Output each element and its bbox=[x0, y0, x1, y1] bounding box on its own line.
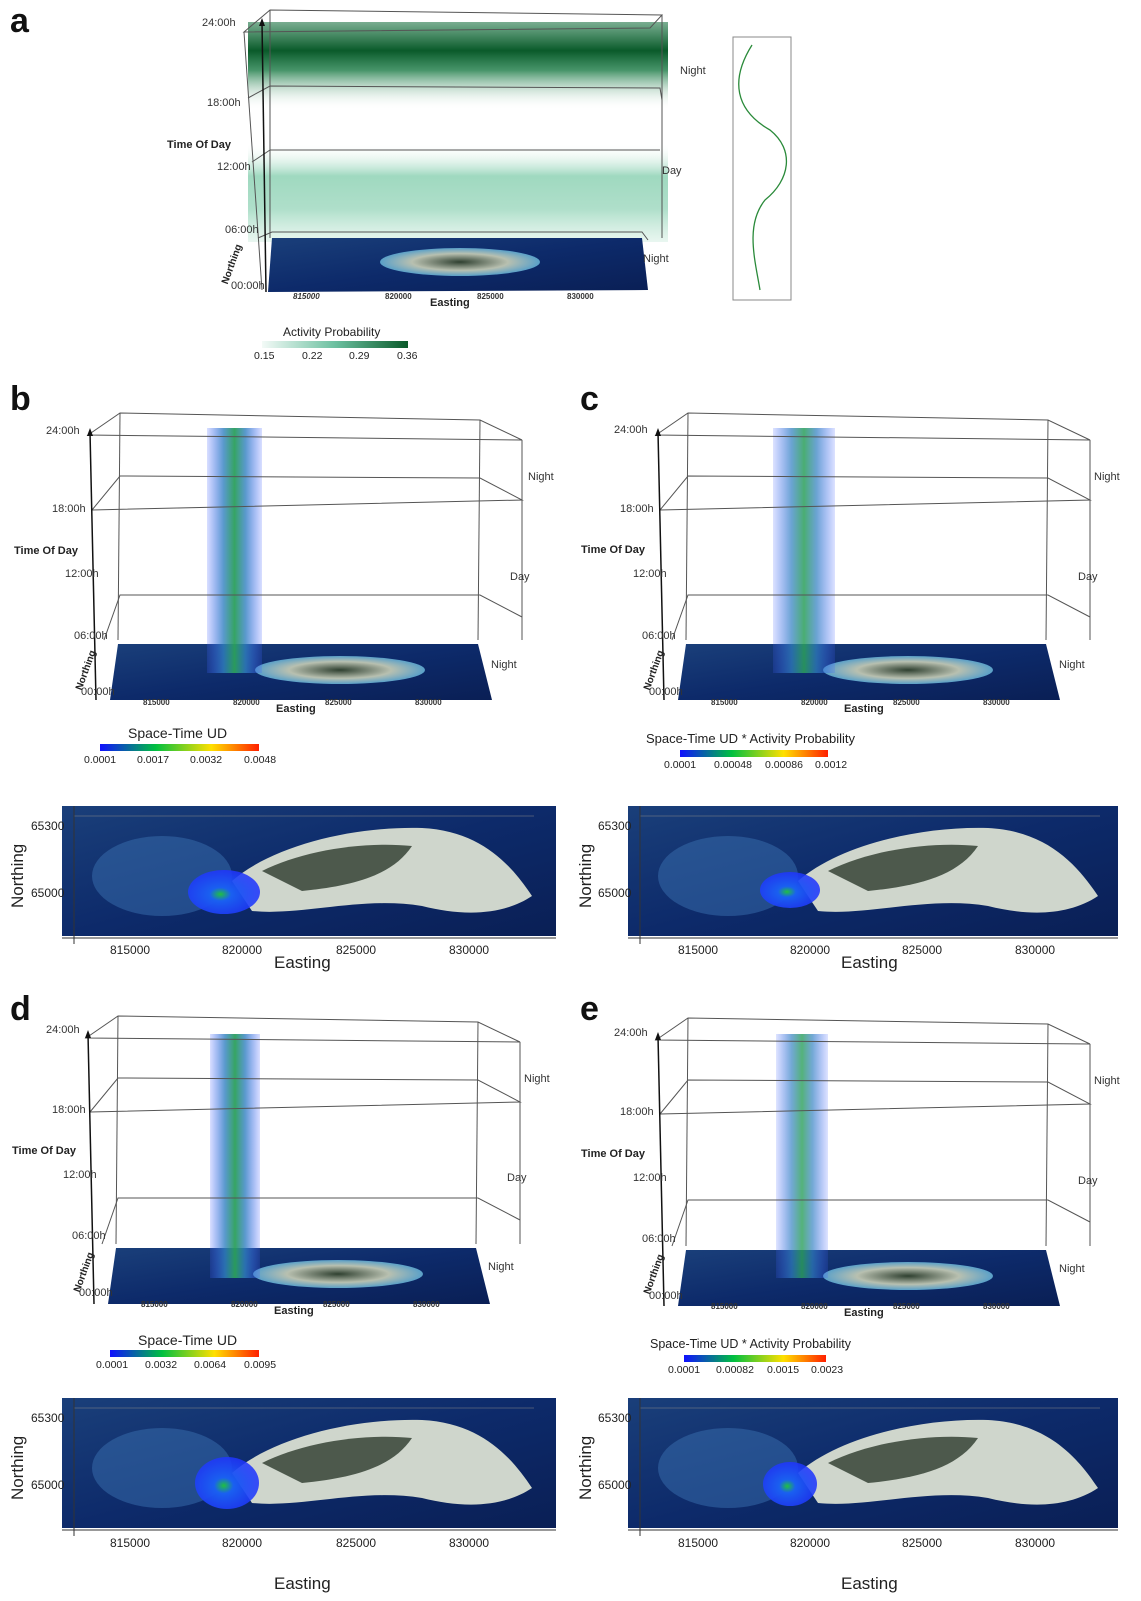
e-map-easting-tick-1: 815000 bbox=[678, 1536, 718, 1550]
e-map-northing-tick-1: 65300 bbox=[598, 1411, 631, 1425]
e-map-northing-tick-2: 65000 bbox=[598, 1478, 631, 1492]
d-map-easting-title: Easting bbox=[274, 1574, 331, 1594]
e-map-axes bbox=[0, 0, 1141, 1560]
e-map-easting-title: Easting bbox=[841, 1574, 898, 1594]
e-map-easting-tick-4: 830000 bbox=[1015, 1536, 1055, 1550]
e-map-northing-title: Northing bbox=[576, 1436, 596, 1500]
e-map-easting-tick-2: 820000 bbox=[790, 1536, 830, 1550]
e-map-easting-tick-3: 825000 bbox=[902, 1536, 942, 1550]
